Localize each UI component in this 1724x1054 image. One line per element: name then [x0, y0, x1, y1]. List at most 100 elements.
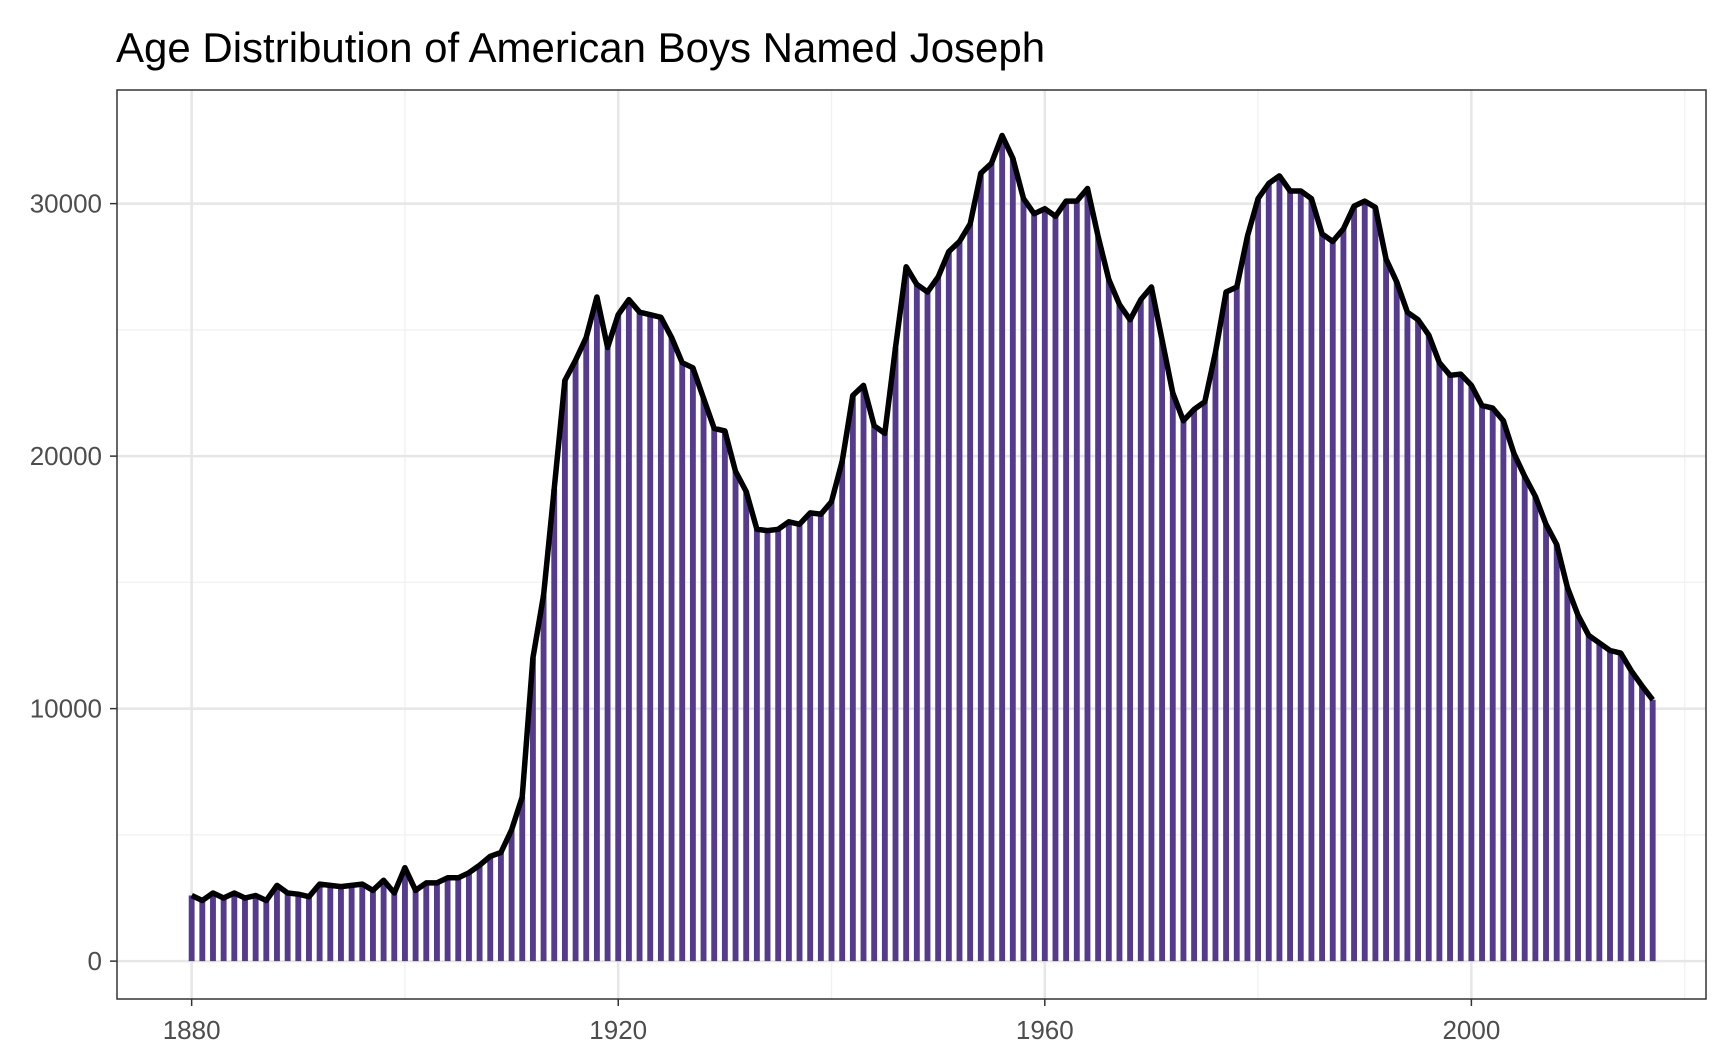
bar	[1340, 228, 1347, 962]
bar	[1201, 401, 1208, 962]
bar	[657, 317, 664, 962]
bar	[1255, 198, 1262, 962]
bar	[231, 892, 238, 962]
bar	[1447, 375, 1453, 962]
bar	[1276, 175, 1283, 962]
x-axis: 1880 1920 1960 2000	[163, 999, 1500, 1045]
bar	[604, 347, 611, 962]
bar	[1223, 292, 1230, 962]
bar	[1639, 685, 1645, 962]
bar	[839, 461, 846, 962]
bar	[1063, 201, 1070, 962]
bar	[444, 877, 451, 962]
bar	[1425, 334, 1432, 962]
bar	[881, 433, 888, 962]
bar	[1628, 670, 1635, 962]
bar	[529, 658, 536, 962]
bar	[508, 829, 515, 962]
x-tick-label: 1880	[163, 1015, 221, 1045]
bar	[689, 367, 696, 962]
bar	[807, 512, 814, 962]
bar	[892, 347, 899, 962]
grid	[117, 90, 1706, 999]
bar	[402, 867, 408, 962]
bar	[1169, 393, 1176, 962]
bar	[519, 797, 526, 962]
y-tick-label: 30000	[30, 189, 102, 219]
bar	[700, 398, 707, 962]
bar	[497, 852, 504, 962]
bar	[1127, 319, 1134, 962]
bar	[1351, 206, 1358, 962]
bar	[348, 885, 355, 962]
y-tick-label: 0	[88, 946, 102, 976]
bar	[284, 892, 291, 962]
y-axis: 0 10000 20000 30000	[30, 189, 117, 976]
bar	[796, 524, 803, 962]
y-tick-label: 10000	[30, 694, 102, 724]
bar	[1532, 496, 1539, 962]
bar	[924, 292, 931, 962]
series-line	[190, 132, 1655, 904]
bar	[721, 430, 728, 962]
chart-title: Age Distribution of American Boys Named …	[116, 24, 1045, 71]
bar	[1479, 405, 1485, 962]
x-tick-label: 1920	[589, 1015, 647, 1045]
bar	[625, 299, 632, 962]
bar	[199, 900, 206, 962]
bar	[903, 266, 910, 962]
bar	[1404, 312, 1411, 962]
bar	[913, 284, 920, 962]
panel-border	[116, 89, 1707, 1000]
bar	[1319, 233, 1326, 962]
bar	[1500, 420, 1507, 962]
bar	[1372, 207, 1379, 962]
bars	[188, 135, 1656, 962]
bar	[1095, 236, 1102, 962]
bar	[370, 890, 376, 962]
bar	[1553, 544, 1560, 962]
bar	[1105, 279, 1112, 962]
bar	[1361, 201, 1368, 962]
bar	[274, 885, 280, 962]
bar	[615, 314, 622, 962]
bar	[434, 882, 440, 962]
bar	[1052, 216, 1059, 962]
bar	[1511, 453, 1517, 962]
bar	[220, 898, 227, 962]
bar	[764, 530, 771, 962]
bar	[242, 898, 248, 962]
bar	[1649, 699, 1656, 962]
bar	[1329, 241, 1336, 962]
bar	[306, 896, 312, 962]
bar	[1287, 191, 1294, 962]
bar	[1116, 304, 1123, 962]
bar	[935, 276, 942, 962]
x-tick-label: 2000	[1442, 1015, 1500, 1045]
bar	[572, 360, 579, 962]
bar	[785, 521, 792, 962]
bar	[476, 865, 483, 962]
bar	[1617, 653, 1624, 962]
bar	[849, 395, 856, 962]
bar	[945, 251, 952, 962]
bar	[743, 491, 750, 962]
bar	[1468, 385, 1475, 962]
bar	[647, 314, 654, 962]
bar	[263, 900, 270, 962]
bar	[1148, 286, 1155, 962]
bar	[1265, 183, 1272, 962]
bar	[817, 514, 824, 962]
bar	[967, 223, 974, 962]
bar	[1020, 198, 1027, 962]
bar	[1457, 374, 1464, 962]
bar	[1596, 642, 1603, 962]
bar	[561, 380, 568, 962]
bar	[1415, 319, 1421, 962]
bar	[380, 880, 387, 962]
bar	[487, 856, 494, 962]
bar	[1489, 408, 1496, 962]
bar	[999, 135, 1006, 962]
bar	[295, 894, 302, 962]
bar	[1191, 409, 1198, 962]
